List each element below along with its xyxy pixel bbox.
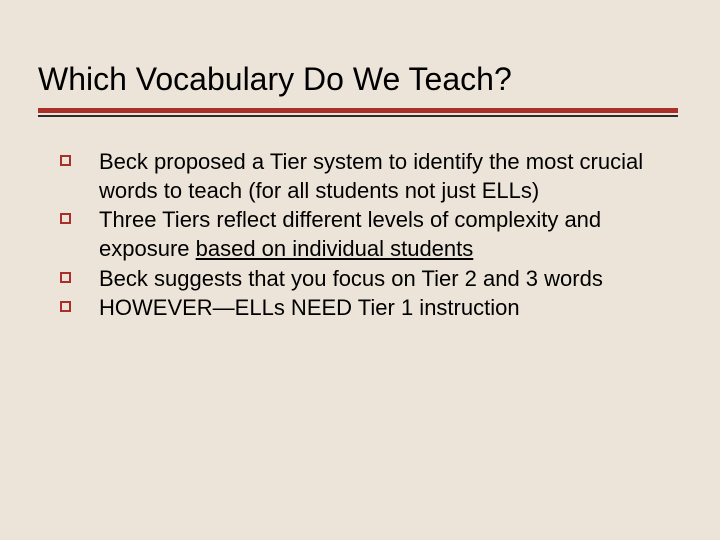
list-item: HOWEVER—ELLs NEED Tier 1 instruction [60,293,680,322]
square-bullet-icon [60,272,71,283]
bullet-text: Beck suggests that you focus on Tier 2 a… [99,264,603,293]
title-block: Which Vocabulary Do We Teach? [0,0,720,117]
bullet-text: Three Tiers reflect different levels of … [99,205,680,263]
rule-red [38,108,678,113]
square-bullet-icon [60,213,71,224]
title-rule [38,108,678,117]
slide: Which Vocabulary Do We Teach? Beck propo… [0,0,720,540]
list-item: Beck suggests that you focus on Tier 2 a… [60,264,680,293]
bullet-text: HOWEVER—ELLs NEED Tier 1 instruction [99,293,520,322]
list-item: Three Tiers reflect different levels of … [60,205,680,263]
slide-title: Which Vocabulary Do We Teach? [38,60,682,106]
square-bullet-icon [60,301,71,312]
slide-body: Beck proposed a Tier system to identify … [0,117,720,321]
bullet-text: Beck proposed a Tier system to identify … [99,147,680,205]
list-item: Beck proposed a Tier system to identify … [60,147,680,205]
bullet-text-underlined: based on individual students [196,236,474,261]
square-bullet-icon [60,155,71,166]
